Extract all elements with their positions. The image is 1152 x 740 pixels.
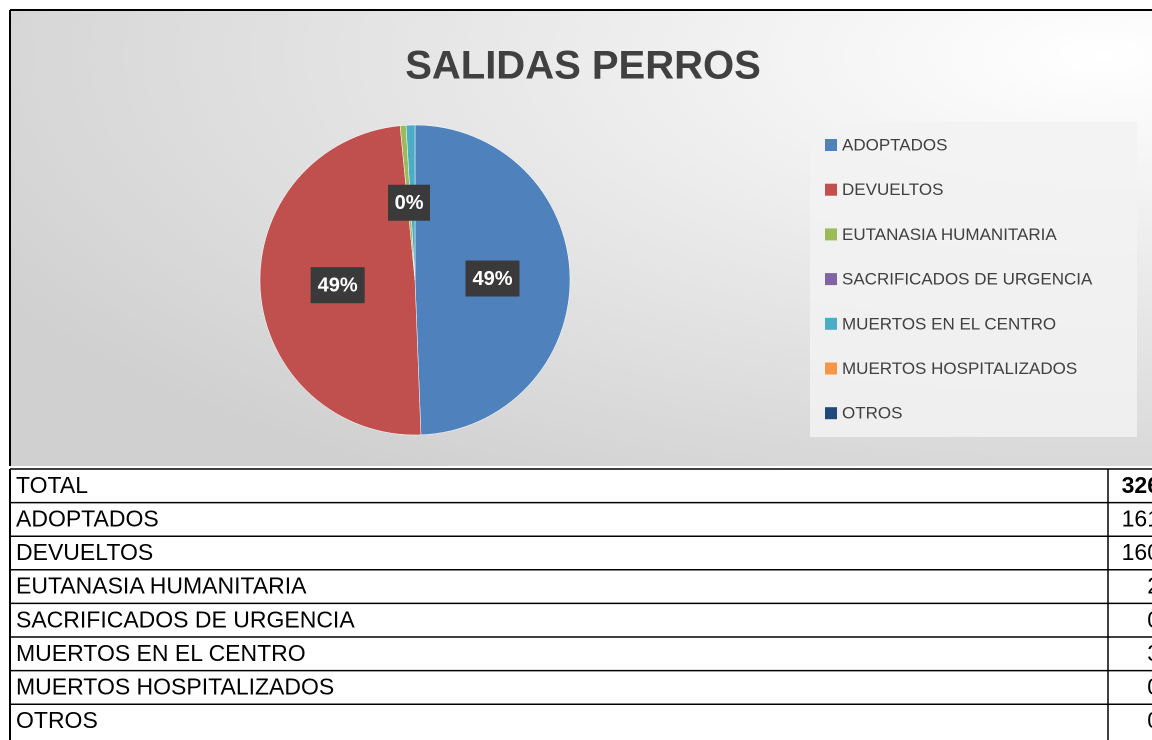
legend-swatch bbox=[825, 362, 837, 375]
row-label: MUERTOS EN EL CENTRO bbox=[16, 640, 306, 666]
row-value: 326 bbox=[1122, 472, 1152, 498]
row-value: 2 bbox=[1147, 573, 1152, 599]
legend-label: EUTANASIA HUMANITARIA bbox=[842, 225, 1057, 244]
row-value: 0 bbox=[1147, 707, 1152, 733]
row-label: TOTAL bbox=[16, 472, 88, 498]
legend-swatch bbox=[825, 317, 837, 330]
legend-label: DEVUELTOS bbox=[842, 180, 943, 199]
legend-swatch bbox=[825, 228, 837, 241]
row-value: 161 bbox=[1122, 505, 1152, 531]
row-label: OTROS bbox=[16, 707, 98, 733]
legend-label: ADOPTADOS bbox=[842, 135, 947, 154]
row-label: MUERTOS HOSPITALIZADOS bbox=[16, 673, 334, 699]
row-value: 0 bbox=[1147, 606, 1152, 632]
legend bbox=[810, 122, 1137, 437]
data-label-box bbox=[310, 267, 365, 304]
data-label: 0% bbox=[395, 192, 424, 214]
row-label: DEVUELTOS bbox=[16, 539, 153, 565]
row-label: ADOPTADOS bbox=[16, 505, 159, 531]
legend-label: SACRIFICADOS DE URGENCIA bbox=[842, 270, 1093, 289]
legend-swatch bbox=[825, 407, 837, 420]
legend-label: MUERTOS EN EL CENTRO bbox=[842, 314, 1056, 333]
legend-label: MUERTOS HOSPITALIZADOS bbox=[842, 359, 1077, 378]
legend-label: OTROS bbox=[842, 404, 902, 423]
row-value: 160 bbox=[1122, 539, 1152, 565]
data-label-box bbox=[388, 184, 431, 221]
legend-swatch bbox=[825, 273, 837, 286]
chart-title: SALIDAS PERROS bbox=[405, 44, 761, 88]
data-label: 49% bbox=[318, 274, 358, 296]
row-label: SACRIFICADOS DE URGENCIA bbox=[16, 606, 355, 632]
data-label-box bbox=[465, 260, 520, 297]
legend-swatch bbox=[825, 183, 837, 196]
data-label: 49% bbox=[472, 268, 512, 290]
row-value: 3 bbox=[1147, 640, 1152, 666]
row-label: EUTANASIA HUMANITARIA bbox=[16, 573, 307, 599]
legend-swatch bbox=[825, 139, 837, 151]
row-value: 0 bbox=[1147, 673, 1152, 699]
